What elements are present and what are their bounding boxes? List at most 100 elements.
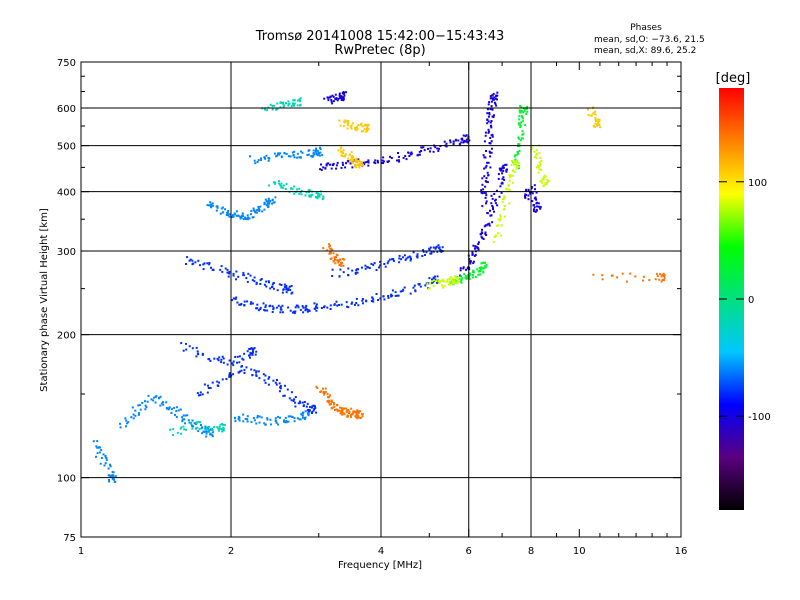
data-point xyxy=(174,413,176,416)
data-points xyxy=(92,91,666,483)
data-point xyxy=(314,407,317,410)
data-point xyxy=(242,214,244,217)
data-point xyxy=(319,151,322,154)
data-point xyxy=(367,164,370,167)
data-point xyxy=(592,273,595,276)
y-tick-label: 100 xyxy=(57,474,76,485)
data-point xyxy=(500,191,503,194)
data-point xyxy=(345,301,348,304)
data-point xyxy=(342,99,345,102)
data-point xyxy=(346,305,349,308)
data-point xyxy=(360,123,362,126)
data-point xyxy=(328,96,331,99)
data-point xyxy=(238,215,241,218)
data-point xyxy=(346,127,349,130)
data-point xyxy=(459,269,462,272)
data-point xyxy=(252,207,255,210)
data-point xyxy=(322,387,324,390)
data-point xyxy=(305,191,308,194)
data-point xyxy=(255,350,258,353)
data-point xyxy=(216,380,219,383)
data-point xyxy=(311,193,314,196)
data-point xyxy=(487,131,490,134)
data-point xyxy=(352,161,354,164)
data-point xyxy=(465,138,468,141)
data-point xyxy=(119,426,122,429)
data-point xyxy=(521,130,524,133)
data-point xyxy=(341,409,344,412)
data-point xyxy=(236,301,239,304)
data-point xyxy=(442,280,445,283)
data-point xyxy=(535,154,537,157)
data-point xyxy=(660,275,663,278)
data-point xyxy=(196,392,199,395)
data-point xyxy=(495,224,498,227)
data-point xyxy=(217,429,220,432)
data-point xyxy=(339,406,341,409)
data-point xyxy=(233,416,236,419)
data-point xyxy=(490,202,493,205)
data-point xyxy=(459,274,462,277)
data-point xyxy=(221,270,224,273)
data-point xyxy=(410,152,413,155)
data-point xyxy=(355,157,358,160)
data-point xyxy=(364,161,367,164)
data-point xyxy=(336,254,339,257)
data-point xyxy=(104,462,107,465)
data-point xyxy=(440,284,443,287)
data-point xyxy=(357,304,360,307)
data-point xyxy=(527,194,530,197)
data-point xyxy=(226,268,229,271)
data-point xyxy=(322,247,325,250)
data-point xyxy=(179,408,182,411)
data-point xyxy=(342,149,345,152)
data-point xyxy=(518,150,521,153)
data-point xyxy=(251,353,254,356)
data-point xyxy=(246,214,249,217)
data-point xyxy=(479,270,482,273)
data-point xyxy=(218,425,221,428)
data-point xyxy=(203,262,206,265)
data-point xyxy=(499,215,502,217)
data-point xyxy=(474,247,477,250)
data-point xyxy=(95,445,98,448)
data-point xyxy=(452,143,455,145)
data-point xyxy=(260,416,263,419)
data-point xyxy=(463,273,466,276)
data-point xyxy=(427,147,429,150)
data-point xyxy=(525,188,528,191)
data-point xyxy=(351,269,354,272)
data-point xyxy=(291,416,294,418)
data-point xyxy=(282,288,285,291)
data-point xyxy=(539,156,542,159)
data-point xyxy=(220,265,223,268)
data-point xyxy=(235,270,238,273)
data-point xyxy=(354,164,357,167)
data-point xyxy=(232,364,235,367)
data-point xyxy=(251,302,254,305)
data-point xyxy=(521,120,524,123)
data-point xyxy=(202,268,205,271)
data-point xyxy=(357,124,360,127)
data-point xyxy=(373,161,376,164)
data-point xyxy=(209,433,212,436)
data-point xyxy=(306,402,309,405)
data-point xyxy=(350,415,352,418)
data-point xyxy=(432,150,435,153)
data-point xyxy=(432,285,435,287)
data-point xyxy=(275,155,278,158)
data-point xyxy=(496,94,499,97)
data-point xyxy=(269,103,272,106)
data-point xyxy=(269,418,272,421)
data-point xyxy=(228,215,231,218)
data-point xyxy=(284,286,287,289)
data-point xyxy=(191,259,194,262)
data-point xyxy=(247,272,250,275)
data-point xyxy=(409,259,412,262)
data-point xyxy=(524,190,527,192)
data-point xyxy=(255,209,258,212)
data-point xyxy=(197,430,200,433)
data-point xyxy=(104,456,107,459)
data-point xyxy=(539,207,542,209)
